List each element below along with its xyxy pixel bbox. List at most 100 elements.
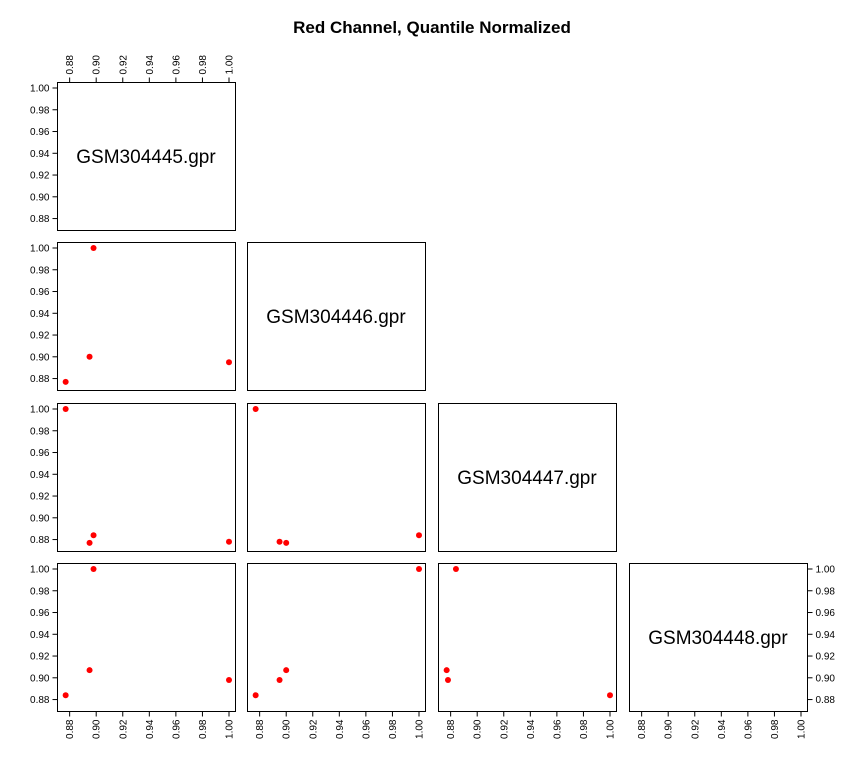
variable-label: GSM304447.gpr [457, 468, 597, 489]
y-tick-label: 0.98 [30, 105, 50, 116]
y-tick-label: 0.88 [30, 695, 50, 706]
data-point [86, 353, 93, 360]
x-tick-label: 0.90 [282, 719, 293, 739]
data-point [252, 406, 259, 412]
y-tick-label: 0.92 [30, 171, 50, 182]
x-tick-label: 0.98 [388, 719, 399, 739]
x-tick-label: 0.92 [308, 719, 319, 739]
x-tick-label: 0.92 [690, 719, 701, 739]
y-tick-label: 0.90 [816, 673, 836, 684]
x-tick-label: 0.94 [717, 719, 728, 739]
x-tick-label: 1.00 [606, 719, 617, 739]
x-tick-label: 0.94 [335, 719, 346, 739]
y-tick-label: 0.90 [30, 352, 50, 363]
x-tick-label: 1.00 [225, 55, 236, 75]
y-tick-label: 0.92 [30, 331, 50, 342]
x-tick-label: 0.90 [92, 719, 103, 739]
x-tick-label: 0.96 [171, 719, 182, 739]
x-tick-label: 0.98 [198, 719, 209, 739]
scatter-panel [57, 403, 236, 552]
variable-label: GSM304448.gpr [648, 628, 788, 649]
data-point [226, 676, 232, 683]
data-point [86, 539, 93, 546]
y-tick-label: 0.90 [30, 513, 50, 524]
y-tick-label: 0.94 [30, 309, 50, 320]
y-tick-label: 0.98 [30, 426, 50, 437]
data-point [416, 566, 422, 572]
x-tick-label: 0.88 [255, 719, 266, 739]
x-tick-label: 0.92 [118, 719, 129, 739]
variable-label: GSM304445.gpr [76, 147, 216, 168]
scatter-panel [57, 563, 236, 712]
y-tick-label: 0.94 [30, 149, 50, 160]
diagonal-panel [57, 82, 236, 231]
y-tick-label: 0.90 [30, 192, 50, 203]
data-point [90, 245, 97, 251]
y-tick-label: 1.00 [816, 565, 836, 576]
data-point [276, 676, 283, 683]
y-tick-label: 1.00 [30, 84, 50, 95]
chart-title: Red Channel, Quantile Normalized [293, 18, 571, 37]
y-tick-label: 0.98 [30, 265, 50, 276]
data-point [86, 667, 93, 674]
x-tick-label: 1.00 [415, 719, 426, 739]
scatter-panel [57, 242, 236, 391]
data-point [283, 667, 290, 674]
data-point [283, 539, 290, 546]
y-tick-label: 1.00 [30, 565, 50, 576]
x-tick-label: 0.88 [446, 719, 457, 739]
x-tick-label: 0.96 [743, 719, 754, 739]
x-tick-label: 0.94 [145, 55, 156, 75]
x-tick-label: 0.92 [118, 55, 129, 75]
x-tick-label: 0.90 [92, 55, 103, 75]
data-point [90, 532, 97, 539]
y-tick-label: 0.90 [30, 673, 50, 684]
y-tick-label: 0.92 [816, 652, 836, 663]
scatter-panel [247, 563, 426, 712]
data-point [62, 378, 69, 385]
x-tick-label: 0.98 [198, 55, 209, 75]
y-tick-label: 0.88 [30, 214, 50, 225]
y-tick-label: 0.96 [30, 127, 50, 138]
data-point [607, 692, 613, 699]
x-tick-label: 0.92 [499, 719, 510, 739]
x-tick-label: 0.98 [579, 719, 590, 739]
data-point [62, 692, 69, 699]
diagonal-panel [629, 563, 808, 712]
data-point [252, 692, 259, 699]
y-tick-label: 0.94 [30, 470, 50, 481]
diagonal-panel [247, 242, 426, 391]
data-point [443, 667, 450, 674]
y-tick-label: 0.98 [30, 586, 50, 597]
x-tick-label: 1.00 [797, 719, 808, 739]
scatter-panel [438, 563, 617, 712]
data-point [276, 538, 283, 545]
data-point [226, 538, 232, 545]
y-tick-label: 0.88 [30, 374, 50, 385]
y-tick-label: 1.00 [30, 405, 50, 416]
x-tick-label: 0.96 [171, 55, 182, 75]
y-tick-label: 0.96 [30, 448, 50, 459]
data-point [226, 359, 232, 366]
diagonal-panel [438, 403, 617, 552]
x-tick-label: 0.98 [770, 719, 781, 739]
data-point [444, 676, 451, 683]
x-tick-label: 0.90 [664, 719, 675, 739]
x-tick-label: 1.00 [225, 719, 236, 739]
y-tick-label: 0.96 [30, 608, 50, 619]
x-tick-label: 0.90 [473, 719, 484, 739]
x-tick-label: 0.94 [145, 719, 156, 739]
x-tick-label: 0.88 [637, 719, 648, 739]
y-tick-label: 0.94 [30, 630, 50, 641]
y-tick-label: 0.88 [816, 695, 836, 706]
y-tick-label: 0.92 [30, 492, 50, 503]
scatter-panel [247, 403, 426, 552]
data-point [62, 406, 69, 412]
x-tick-label: 0.96 [552, 719, 563, 739]
x-tick-label: 0.88 [65, 719, 76, 739]
data-point [90, 566, 97, 572]
y-tick-label: 0.96 [816, 608, 836, 619]
data-point [416, 532, 422, 539]
x-tick-label: 0.96 [361, 719, 372, 739]
